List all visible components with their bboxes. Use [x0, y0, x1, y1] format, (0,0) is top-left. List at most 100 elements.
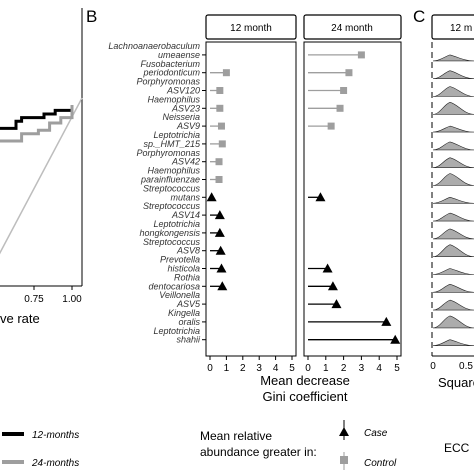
legend-case-label: Case [364, 428, 388, 439]
legend-title-line2: abundance greater in: [200, 445, 317, 459]
density-ridge [432, 125, 474, 133]
taxon-label: hongkongensis [139, 228, 200, 238]
density-ridge [432, 228, 474, 240]
x-tick-label-24: 5 [394, 363, 400, 374]
point-case-12 [216, 263, 227, 273]
panel-b-xlabel-line1: Mean decrease [260, 373, 350, 388]
taxon-label: Prevotella [160, 255, 200, 265]
taxon-label: Kingella [168, 308, 200, 318]
x-tick-label-24: 0 [305, 363, 311, 374]
point-case-12 [217, 281, 228, 291]
taxon-label: ASV23 [171, 103, 200, 113]
panel-b-gini: B 12 month 24 month Lachnoanaerobaculumu… [86, 7, 402, 470]
point-case-24 [390, 334, 401, 344]
panel-a-xlabel: ve rate [0, 311, 40, 326]
panel-b-xlabel-line2: Gini coefficient [262, 389, 347, 404]
point-case-24 [381, 316, 392, 326]
taxon-label: umeaense [158, 50, 200, 60]
taxon-label: Veillonella [159, 290, 200, 300]
panel-c-facet-label: 12 m [450, 23, 472, 34]
taxon-label: Porphyromonas [136, 77, 200, 87]
point-control-12 [222, 69, 230, 77]
density-ridge [432, 141, 474, 151]
taxon-label: Streptococcus [143, 201, 201, 211]
taxon-label: sp._HMT_215 [143, 139, 201, 149]
taxon-label: Haemophilus [147, 166, 200, 176]
facet-strip-12-month [205, 14, 297, 40]
taxon-label: histicola [167, 264, 200, 274]
taxon-label: Leptotrichia [153, 219, 200, 229]
taxon-label: ASV120 [166, 86, 200, 96]
taxon-label: Streptococcus [143, 183, 201, 193]
panel-c-facet-strip [431, 14, 474, 40]
x-tick-label-24: 2 [341, 363, 347, 374]
legend-title-line1: Mean relative [200, 429, 272, 443]
point-case-24 [315, 192, 326, 202]
point-control-24 [336, 104, 344, 112]
point-control-12 [216, 87, 224, 94]
x-tick-label-12: 2 [240, 363, 246, 374]
density-ridge [432, 339, 474, 346]
point-case-12 [214, 227, 225, 237]
density-ridge [432, 315, 474, 329]
point-control-24 [327, 122, 335, 130]
legend-control-square [340, 456, 348, 464]
taxon-label: ASV14 [171, 210, 200, 220]
panel-c-tick-0: 0 [430, 361, 436, 372]
point-control-12 [216, 104, 224, 112]
point-control-12 [215, 158, 223, 166]
taxon-label: periodonticum [142, 68, 200, 78]
point-case-24 [322, 263, 333, 273]
taxon-label: Lachnoanaerobaculum [108, 41, 200, 51]
taxon-label: Porphyromonas [136, 148, 200, 158]
panel-a-tick-label-075: 0.75 [24, 294, 44, 305]
plot-frame-12-month [205, 41, 297, 357]
panel-a-tick-label-100: 1.00 [62, 294, 82, 305]
x-tick-label-12: 1 [224, 363, 230, 374]
density-ridge [432, 70, 474, 79]
density-ridge [432, 244, 474, 257]
density-ridge [432, 173, 474, 186]
facet-24-month-label: 24 month [331, 23, 373, 34]
point-case-24 [327, 281, 338, 291]
density-ridge [432, 157, 474, 168]
taxon-label: oralis [178, 317, 200, 327]
x-tick-label-24: 1 [323, 363, 329, 374]
legend-control-label: Control [364, 458, 397, 469]
taxon-label: Fusobacterium [140, 59, 200, 69]
legend-case-triangle [339, 427, 349, 436]
x-tick-label-12: 0 [207, 363, 213, 374]
point-control-12 [217, 122, 225, 130]
panel-b-letter: B [86, 7, 97, 26]
point-control-12 [218, 140, 226, 148]
panel-a-roc: 0.75 1.00 ve rate 12-months 24-months [0, 8, 83, 469]
density-ridge [432, 283, 474, 293]
point-control-24 [345, 69, 353, 77]
density-ridge [432, 299, 474, 311]
taxon-label: Streptococcus [143, 237, 201, 247]
point-control-24 [357, 51, 365, 59]
taxon-label: shahii [176, 335, 201, 345]
taxon-label: Leptotrichia [153, 326, 200, 336]
plot-frame-24-month [303, 41, 402, 357]
panel-c-tick-05: 0.5 [459, 361, 473, 372]
taxon-label: Leptotrichia [153, 130, 200, 140]
point-case-24 [331, 299, 342, 309]
density-ridge [432, 101, 474, 115]
density-ridge [432, 212, 474, 222]
point-case-12 [215, 245, 226, 255]
facet-strip-24-month [303, 14, 402, 40]
x-tick-label-12: 5 [289, 363, 295, 374]
panel-c-legend-title: ECC [444, 441, 470, 455]
roc-line-12-months [0, 105, 74, 130]
density-ridge [432, 86, 474, 97]
roc-line-24-months [0, 105, 74, 143]
taxon-label: ASV5 [176, 299, 201, 309]
point-case-12 [206, 192, 217, 202]
taxon-label: mutans [170, 192, 200, 202]
facet-12-month-label: 12 month [230, 23, 272, 34]
point-control-24 [340, 87, 348, 94]
panel-c-density: C 12 m 0 0.5 Square ECC [413, 7, 474, 455]
taxon-label: ASV8 [176, 246, 200, 256]
